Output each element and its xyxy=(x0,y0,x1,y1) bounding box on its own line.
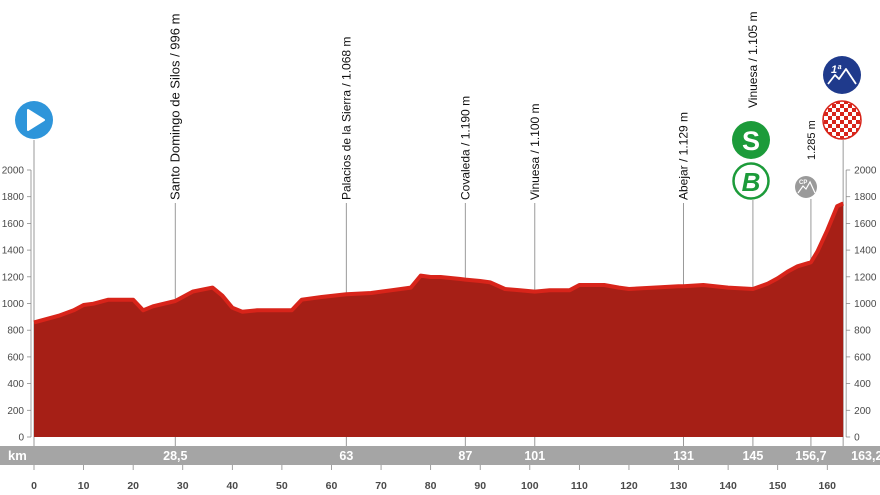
y-tick-label-left: 1600 xyxy=(2,219,25,230)
x-tick-label: 90 xyxy=(474,480,486,492)
x-tick-label: 20 xyxy=(127,480,139,492)
checkpoint-icon: CP xyxy=(795,176,817,198)
y-tick-label-right: 800 xyxy=(854,326,871,337)
summit-category-label: 1ª xyxy=(831,64,842,76)
mountain-category-icon: 1ª xyxy=(823,56,861,94)
y-tick-label-left: 0 xyxy=(18,433,24,444)
bonus-icon: B xyxy=(732,162,770,200)
y-tick-label-left: 2000 xyxy=(2,166,25,177)
km-marker-label: 131 xyxy=(673,449,694,463)
waypoint-labels: Santo Domingo de Silos / 996 m Palacios d… xyxy=(167,11,818,200)
km-markers: 28,5 63 87 101 131 145 156,7 163,2 xyxy=(163,449,880,463)
x-tick-label: 80 xyxy=(425,480,437,492)
y-axis-right: 0 200 400 600 800 1000 1200 1400 1600 1800 2000 xyxy=(845,166,877,444)
y-tick-label-right: 1000 xyxy=(854,299,877,310)
y-tick-label-left: 200 xyxy=(7,406,24,417)
waypoint-label: Covaleda / 1.190 m xyxy=(458,96,472,200)
y-tick-label-right: 1800 xyxy=(854,192,877,203)
sprint-label: S xyxy=(742,126,760,156)
km-label: km xyxy=(8,448,27,463)
x-tick-label: 120 xyxy=(620,480,638,492)
y-tick-label-left: 400 xyxy=(7,379,24,390)
x-tick-label: 70 xyxy=(375,480,387,492)
y-tick-label-right: 1600 xyxy=(854,219,877,230)
x-tick-label: 160 xyxy=(819,480,837,492)
x-tick-label: 140 xyxy=(719,480,737,492)
y-tick-label-left: 800 xyxy=(7,326,24,337)
x-axis: 0 10 20 30 40 50 60 70 80 90 100 110 120 130 140 150 160 xyxy=(31,465,836,492)
waypoint-label: 1.285 m xyxy=(806,120,818,160)
y-axis-left: 0 200 400 600 800 1000 1200 1400 1600 1800 2000 xyxy=(2,166,32,444)
y-tick-label-right: 2000 xyxy=(854,166,877,177)
km-marker-label: 101 xyxy=(524,449,545,463)
km-marker-label: 63 xyxy=(339,449,353,463)
x-tick-label: 0 xyxy=(31,480,37,492)
elevation-area xyxy=(34,202,844,437)
waypoint-label: Palacios de la Sierra / 1.068 m xyxy=(339,37,353,200)
km-marker-label: 163,2 xyxy=(851,449,880,463)
y-tick-label-left: 1400 xyxy=(2,246,25,257)
elevation-profile xyxy=(33,201,844,437)
y-tick-label-right: 200 xyxy=(854,406,871,417)
y-tick-label-right: 1200 xyxy=(854,272,877,283)
bonus-label: B xyxy=(742,167,761,197)
checkpoint-label: CP xyxy=(799,180,807,186)
checkered-flag-icon xyxy=(822,100,862,140)
start-icon xyxy=(15,101,53,139)
y-tick-label-right: 400 xyxy=(854,379,871,390)
x-tick-label: 110 xyxy=(571,480,588,492)
sprint-icon: S xyxy=(732,121,770,159)
waypoint-label: Santo Domingo de Silos / 996 m xyxy=(167,14,182,200)
y-tick-label-right: 1400 xyxy=(854,246,877,257)
km-marker-label: 145 xyxy=(742,449,763,463)
x-tick-label: 10 xyxy=(78,480,90,492)
y-tick-label-left: 1800 xyxy=(2,192,25,203)
waypoint-label: Vinuesa / 1.105 m xyxy=(746,11,760,108)
y-tick-label-right: 0 xyxy=(854,433,860,444)
waypoint-label: Vinuesa / 1.100 m xyxy=(528,103,542,200)
x-tick-label: 130 xyxy=(670,480,688,492)
x-tick-label: 100 xyxy=(521,480,539,492)
x-tick-label: 60 xyxy=(326,480,338,492)
y-tick-label-right: 600 xyxy=(854,352,871,363)
km-marker-label: 156,7 xyxy=(795,449,826,463)
km-marker-label: 87 xyxy=(458,449,472,463)
km-marker-label: 28,5 xyxy=(163,449,187,463)
waypoint-label: Abejar / 1.129 m xyxy=(676,112,690,200)
km-bar xyxy=(0,446,880,465)
x-tick-label: 150 xyxy=(769,480,787,492)
y-tick-label-left: 1000 xyxy=(2,299,25,310)
x-tick-label: 40 xyxy=(226,480,238,492)
x-tick-label: 30 xyxy=(177,480,189,492)
x-tick-label: 50 xyxy=(276,480,288,492)
y-tick-label-left: 600 xyxy=(7,352,24,363)
y-tick-label-left: 1200 xyxy=(2,272,25,283)
elevation-ridge xyxy=(33,201,844,325)
